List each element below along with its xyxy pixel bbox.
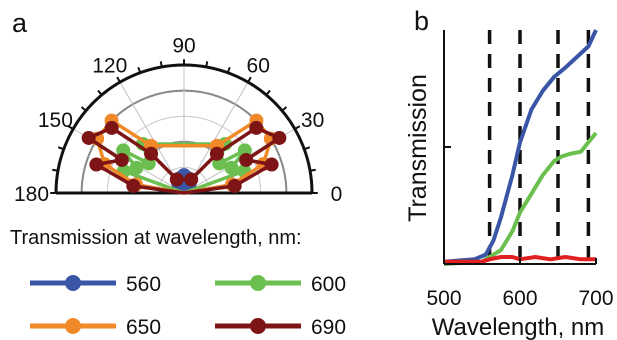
polar-tick-mark — [97, 89, 103, 96]
angle-tick-label: 180 — [14, 183, 49, 206]
polar-tick-mark — [80, 106, 87, 112]
polar-tick-mark — [52, 168, 59, 172]
x-tick-label: 600 — [502, 287, 537, 310]
marker-690 — [184, 172, 199, 187]
polar-tick-mark — [137, 66, 142, 74]
polar-tick-mark — [294, 125, 301, 130]
marker-690 — [249, 120, 264, 135]
polar-tick-mark — [281, 106, 288, 112]
polar-tick-mark — [226, 66, 231, 74]
marker-690 — [89, 157, 104, 172]
polar-tick-mark — [205, 61, 209, 68]
legend-marker-650 — [65, 318, 81, 334]
series-line-690 — [86, 126, 282, 195]
polar-tick-mark — [159, 61, 163, 68]
x-tick-label: 700 — [578, 287, 613, 310]
marker-690 — [81, 130, 96, 145]
spectrum-line-blue — [443, 29, 598, 264]
polar-outer-ring — [54, 63, 314, 194]
legend-marker-690 — [250, 318, 266, 334]
marker-690 — [272, 130, 287, 145]
angle-tick-label: 0 — [331, 183, 343, 206]
angle-tick-label: 90 — [172, 35, 195, 58]
marker-690 — [126, 178, 141, 193]
x-axis-label: Wavelength, nm — [432, 314, 605, 340]
marker-690 — [239, 152, 254, 167]
spectrum-line-green — [443, 131, 598, 266]
polar-tick-mark — [265, 89, 271, 96]
marker-690 — [264, 157, 279, 172]
polar-angle-ticks: 180 150 120 90 60 30 0 — [14, 35, 342, 206]
marker-690 — [114, 152, 129, 167]
legend-title: Transmission at wavelength, nm: — [10, 227, 302, 249]
legend-label-560: 560 — [126, 273, 161, 296]
polar-tick-mark — [116, 76, 121, 83]
polar-tick-mark — [67, 125, 74, 130]
panel-a-label: a — [12, 8, 28, 38]
legend: 560 600 650 690 — [30, 273, 346, 339]
marker-690 — [209, 146, 224, 161]
angle-tick-label: 30 — [301, 109, 324, 132]
polar-tick-mark — [57, 146, 65, 151]
marker-600 — [224, 160, 239, 175]
polar-tick-mark — [309, 168, 316, 172]
legend-label-650: 650 — [126, 316, 161, 339]
angle-tick-label: 120 — [92, 54, 127, 77]
polar-tick-mark — [247, 76, 252, 83]
angle-tick-label: 60 — [247, 54, 270, 77]
legend-marker-560 — [65, 275, 81, 291]
polar-tick-mark — [303, 146, 311, 151]
marker-600 — [129, 160, 144, 175]
angle-tick-label: 150 — [38, 109, 73, 132]
x-tick-label: 500 — [426, 287, 461, 310]
y-axis-label: Transmission — [404, 74, 432, 222]
legend-label-600: 600 — [311, 273, 346, 296]
marker-690 — [169, 172, 184, 187]
panel-b-label: b — [414, 6, 429, 36]
line-plot: 500 600 700 — [426, 29, 614, 310]
polar-series — [81, 113, 287, 195]
legend-marker-600 — [250, 275, 266, 291]
legend-label-690: 690 — [311, 316, 346, 339]
marker-690 — [144, 146, 159, 161]
marker-690 — [227, 178, 242, 193]
marker-690 — [104, 120, 119, 135]
